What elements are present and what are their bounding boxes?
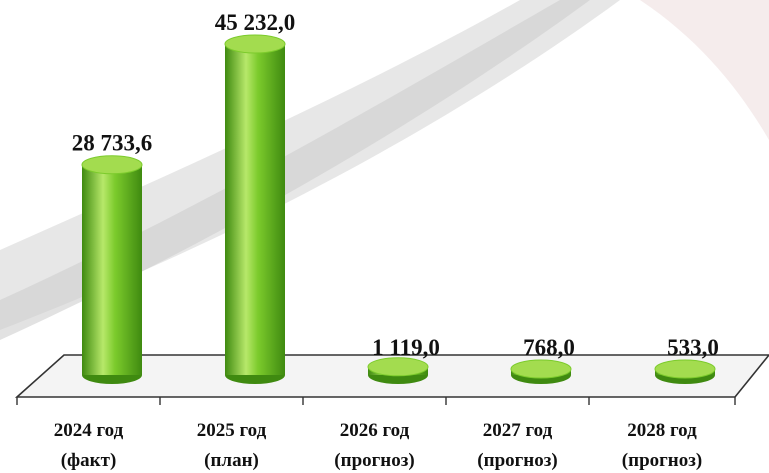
bar-body [82, 164, 142, 375]
x-tick-label-line1: 2025 год [197, 420, 267, 441]
data-label: 1 119,0 [372, 335, 440, 360]
x-tick-label-line1: 2027 год [483, 420, 553, 441]
x-tick-label-line2: (план) [204, 450, 259, 471]
data-label: 28 733,6 [72, 131, 153, 156]
x-tick-label-line1: 2028 год [627, 420, 697, 441]
bar-top [367, 357, 429, 377]
bar-top [224, 34, 286, 54]
x-tick-label-line2: (прогноз) [334, 450, 414, 471]
bar-top [510, 359, 572, 379]
bar-top [81, 155, 143, 175]
background-sweep-red [640, 0, 769, 140]
bar-1 [224, 34, 286, 384]
bar-4 [654, 359, 716, 384]
x-tick-label-line1: 2026 год [340, 420, 410, 441]
bar-top [654, 359, 716, 379]
data-label: 45 232,0 [215, 10, 296, 35]
bar-0 [81, 155, 143, 384]
bar-2 [367, 357, 429, 384]
data-label: 768,0 [523, 335, 575, 360]
x-tick-label-line2: (прогноз) [622, 450, 702, 471]
x-tick-label-line2: (факт) [61, 450, 117, 471]
x-axis-tick-labels: 2024 год (факт) 2025 год (план) 2026 год (про… [54, 420, 702, 471]
x-tick-label-line2: (прогноз) [477, 450, 557, 471]
bar-3 [510, 359, 572, 384]
bar-body [225, 44, 285, 375]
data-labels-group: 28 733,6 45 232,0 1 119,0 768,0 533,0 [72, 10, 719, 360]
bars-group [81, 34, 716, 384]
data-label: 533,0 [667, 335, 719, 360]
x-tick-label-line1: 2024 год [54, 420, 124, 441]
background-sweep-dark [0, 0, 590, 340]
